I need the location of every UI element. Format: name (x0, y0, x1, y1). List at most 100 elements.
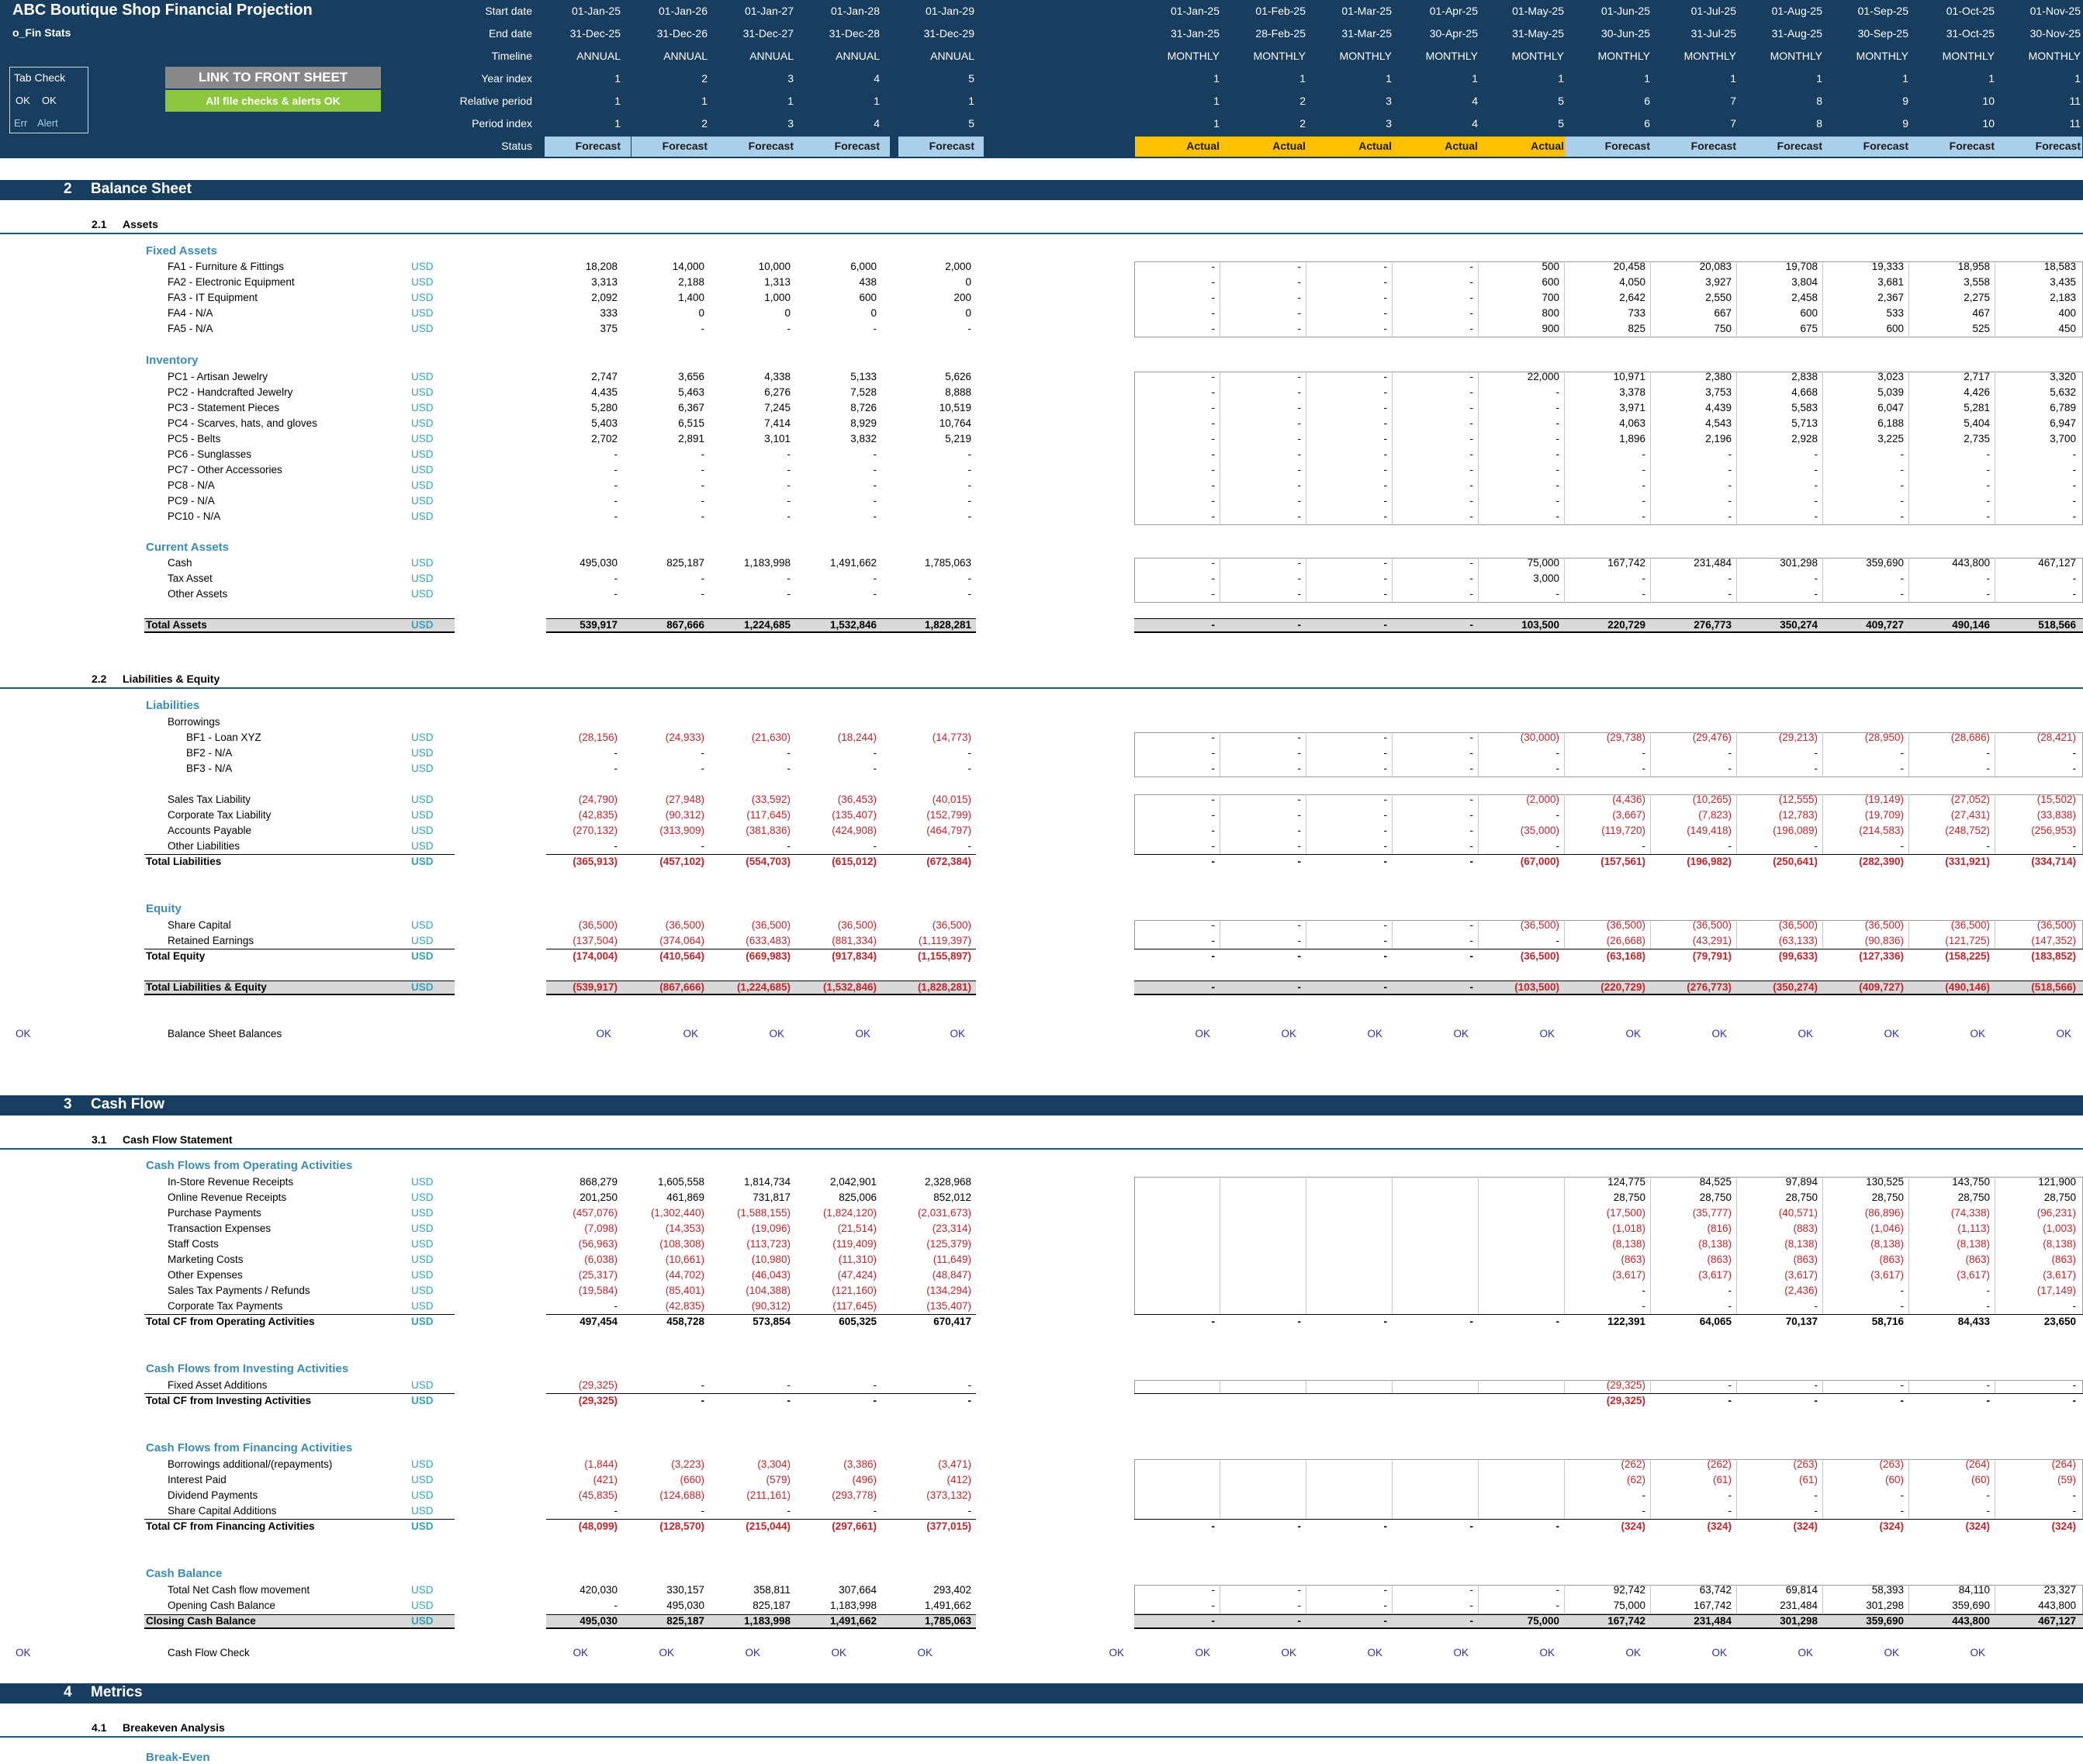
value-cell-annual[interactable]: - (701, 763, 705, 774)
value-cell-monthly[interactable]: - (1297, 261, 1302, 272)
value-cell-monthly[interactable]: - (1900, 1379, 1905, 1391)
value-cell-monthly[interactable]: (35,777) (1692, 1207, 1732, 1219)
value-cell-monthly[interactable]: 3,225 (1877, 433, 1904, 444)
value-cell-monthly[interactable]: 500 (1541, 261, 1559, 272)
value-cell-annual[interactable]: - (873, 1505, 877, 1517)
value-cell-monthly[interactable]: - (1642, 763, 1646, 774)
value-cell-monthly[interactable]: 58,716 (1871, 1316, 1904, 1327)
value-cell-monthly[interactable]: - (1642, 1300, 1646, 1312)
value-cell-annual[interactable]: 1,785,063 (924, 557, 971, 569)
value-cell-monthly[interactable]: - (1297, 1520, 1302, 1532)
value-cell-annual[interactable]: 7,414 (764, 417, 791, 429)
value-cell-monthly[interactable]: - (1900, 572, 1905, 584)
value-cell-annual[interactable]: - (967, 495, 972, 507)
value-cell-annual[interactable]: - (787, 1395, 791, 1406)
value-cell-monthly[interactable]: - (1469, 510, 1474, 522)
value-cell-monthly[interactable]: 825 (1628, 323, 1645, 334)
value-cell-annual[interactable]: 1,313 (764, 276, 791, 288)
value-cell-monthly[interactable]: - (1383, 825, 1388, 836)
value-cell-monthly[interactable]: - (2072, 464, 2077, 476)
value-cell-monthly[interactable]: 23,327 (2043, 1584, 2076, 1596)
value-cell-monthly[interactable]: - (1728, 1489, 1732, 1501)
value-cell-monthly[interactable]: - (1469, 732, 1474, 743)
value-cell-monthly[interactable]: - (1986, 1489, 1991, 1501)
value-cell-monthly[interactable]: - (1986, 1300, 1991, 1312)
value-cell-annual[interactable]: - (873, 1379, 877, 1391)
value-cell-monthly[interactable]: (29,325) (1606, 1395, 1645, 1406)
value-cell-monthly[interactable]: (214,583) (1859, 825, 1904, 836)
value-cell-annual[interactable]: (3,471) (938, 1458, 971, 1470)
value-cell-monthly[interactable]: 3,971 (1619, 402, 1645, 413)
value-cell-monthly[interactable]: - (1642, 1505, 1646, 1517)
value-cell-annual[interactable]: 605,325 (839, 1316, 877, 1327)
value-cell-monthly[interactable]: - (1814, 510, 1818, 522)
value-cell-annual[interactable]: (36,453) (837, 794, 877, 805)
value-cell-monthly[interactable]: 359,690 (1866, 1615, 1904, 1627)
value-cell-annual[interactable]: 200 (953, 292, 971, 303)
value-cell-annual[interactable]: (421) (593, 1474, 618, 1486)
value-cell-annual[interactable]: - (701, 747, 705, 759)
value-cell-annual[interactable]: (36,500) (751, 919, 791, 931)
value-cell-annual[interactable]: (152,799) (926, 809, 971, 821)
value-cell-annual[interactable]: (21,514) (837, 1223, 877, 1234)
value-cell-monthly[interactable]: (263) (1879, 1458, 1904, 1470)
value-cell-monthly[interactable]: - (1297, 276, 1302, 288)
value-cell-annual[interactable]: (464,797) (926, 825, 971, 836)
value-cell-monthly[interactable]: - (1469, 1584, 1474, 1596)
value-cell-monthly[interactable]: - (1814, 747, 1818, 759)
value-cell-monthly[interactable]: (28,950) (1864, 732, 1904, 743)
value-cell-monthly[interactable]: - (1986, 464, 1991, 476)
value-cell-monthly[interactable]: - (1986, 763, 1991, 774)
value-cell-monthly[interactable]: (29,738) (1606, 732, 1645, 743)
value-cell-monthly[interactable]: - (1383, 386, 1388, 398)
value-cell-monthly[interactable]: 6,947 (2050, 417, 2076, 429)
value-cell-monthly[interactable]: (61) (1798, 1474, 1818, 1486)
value-cell-monthly[interactable]: - (1642, 572, 1646, 584)
value-cell-monthly[interactable]: - (1297, 510, 1302, 522)
value-cell-monthly[interactable]: - (1728, 464, 1732, 476)
value-cell-annual[interactable]: - (967, 1395, 972, 1406)
value-cell-monthly[interactable]: - (1728, 510, 1732, 522)
value-cell-monthly[interactable]: - (1469, 1600, 1474, 1611)
value-cell-monthly[interactable]: - (1814, 1489, 1818, 1501)
value-cell-monthly[interactable]: (1,018) (1612, 1223, 1645, 1234)
value-cell-monthly[interactable]: 20,458 (1613, 261, 1645, 272)
value-cell-monthly[interactable]: 3,927 (1705, 276, 1732, 288)
value-cell-monthly[interactable]: - (1555, 479, 1560, 491)
value-cell-annual[interactable]: - (701, 510, 705, 522)
value-cell-annual[interactable]: 8,929 (850, 417, 877, 429)
value-cell-monthly[interactable]: - (1383, 292, 1388, 303)
value-cell-annual[interactable]: 8,726 (850, 402, 877, 413)
value-cell-monthly[interactable]: - (1383, 1316, 1388, 1327)
value-cell-monthly[interactable]: - (1383, 1584, 1388, 1596)
value-cell-annual[interactable]: 5,280 (591, 402, 618, 413)
value-cell-monthly[interactable]: - (1211, 276, 1216, 288)
value-cell-monthly[interactable]: (27,431) (1950, 809, 1990, 821)
value-cell-monthly[interactable]: (36,500) (1520, 950, 1559, 962)
value-cell-annual[interactable]: 670,417 (933, 1316, 971, 1327)
value-cell-monthly[interactable]: - (1469, 619, 1474, 631)
value-cell-monthly[interactable]: - (1297, 935, 1302, 946)
value-cell-annual[interactable]: - (787, 747, 791, 759)
value-cell-monthly[interactable]: - (2072, 763, 2077, 774)
value-cell-monthly[interactable]: (17,149) (2036, 1285, 2076, 1296)
value-cell-monthly[interactable]: (29,476) (1692, 732, 1732, 743)
value-cell-monthly[interactable]: - (1297, 840, 1302, 852)
value-cell-monthly[interactable]: (12,783) (1778, 809, 1818, 821)
value-cell-annual[interactable]: 825,187 (753, 1600, 791, 1611)
value-cell-annual[interactable]: (1,824,120) (822, 1207, 877, 1219)
value-cell-monthly[interactable]: (8,138) (1957, 1238, 1990, 1250)
value-cell-monthly[interactable]: 301,298 (1780, 1615, 1818, 1627)
value-cell-monthly[interactable]: (36,500) (1950, 919, 1990, 931)
value-cell-monthly[interactable]: - (1642, 495, 1646, 507)
value-cell-monthly[interactable]: (324) (1707, 1520, 1732, 1532)
value-cell-monthly[interactable]: - (1211, 510, 1216, 522)
value-cell-annual[interactable]: - (787, 495, 791, 507)
value-cell-monthly[interactable]: 3,558 (1964, 276, 1990, 288)
value-cell-annual[interactable]: - (873, 747, 877, 759)
value-cell-monthly[interactable]: - (1814, 840, 1818, 852)
value-cell-monthly[interactable]: (26,668) (1606, 935, 1645, 946)
value-cell-annual[interactable]: 7,245 (764, 402, 791, 413)
value-cell-monthly[interactable]: 2,642 (1619, 292, 1645, 303)
value-cell-monthly[interactable]: 900 (1541, 323, 1559, 334)
